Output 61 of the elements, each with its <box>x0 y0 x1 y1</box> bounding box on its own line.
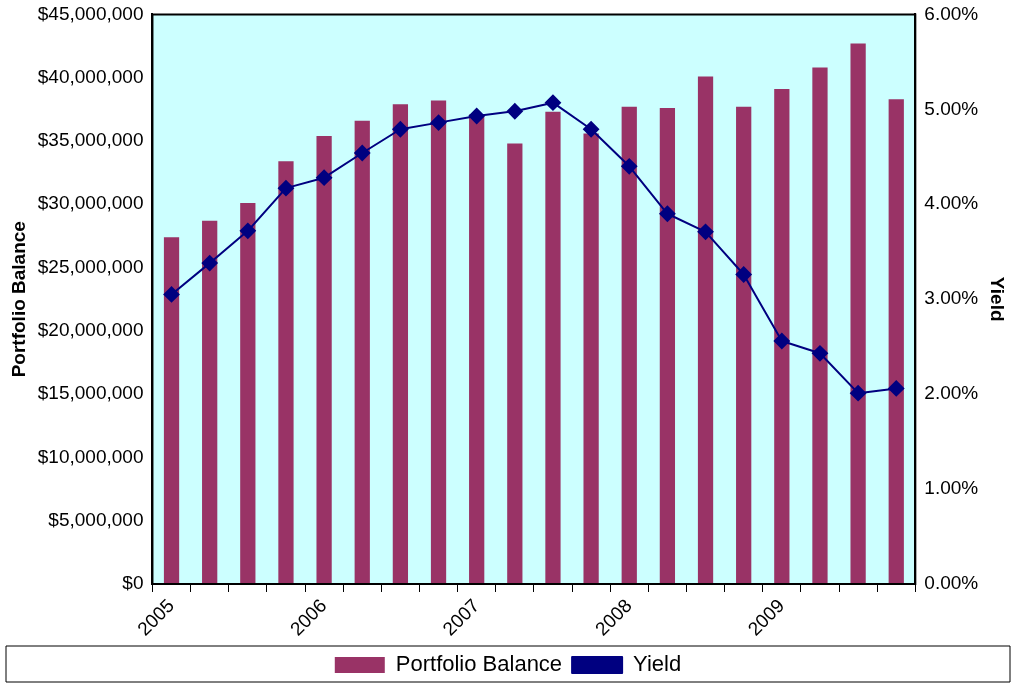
point <box>163 286 180 303</box>
bar <box>583 133 599 584</box>
point <box>850 385 867 402</box>
point <box>811 345 828 362</box>
legend-label: Yield <box>633 651 682 677</box>
y-tick-label: $25,000,000 <box>37 255 144 277</box>
bar <box>850 43 866 584</box>
y2-tick-label: 2.00% <box>924 382 979 404</box>
bar <box>888 99 904 584</box>
bar <box>507 143 523 584</box>
point <box>697 223 714 240</box>
y-tick-label: $40,000,000 <box>37 65 144 87</box>
y-tick-label: $15,000,000 <box>37 382 144 404</box>
y2-tick-label: 1.00% <box>924 477 979 499</box>
y-tick-label: $20,000,000 <box>37 319 144 341</box>
point <box>430 114 447 131</box>
point <box>659 205 676 222</box>
y2-axis-title: Yield <box>987 276 1009 322</box>
point <box>392 121 409 138</box>
bar <box>430 100 447 584</box>
y2-tick-label: 4.00% <box>924 192 979 214</box>
y-tick-label: $30,000,000 <box>37 192 144 214</box>
point <box>583 121 600 138</box>
point <box>277 180 294 197</box>
bar <box>278 161 294 584</box>
y2-tick-label: 5.00% <box>924 97 979 119</box>
legend-label: Portfolio Balance <box>395 651 563 677</box>
y-axis-title: Portfolio Balance <box>7 221 29 378</box>
point <box>544 94 561 111</box>
bar <box>812 67 828 584</box>
y-tick-label: $10,000,000 <box>37 445 144 467</box>
point <box>316 169 333 186</box>
point <box>773 332 790 349</box>
point <box>354 145 371 161</box>
bar <box>202 220 218 584</box>
y-tick-label: $5,000,000 <box>48 508 144 530</box>
point <box>239 222 256 239</box>
bar <box>774 89 790 584</box>
point <box>621 158 638 175</box>
y2-tick-label: 3.00% <box>924 287 979 309</box>
bar <box>316 135 332 584</box>
bar <box>163 237 180 584</box>
bar <box>469 114 485 584</box>
bar <box>354 120 370 584</box>
bar <box>392 104 409 584</box>
point <box>888 380 905 397</box>
y-tick-label: $0 <box>122 572 144 594</box>
bar <box>545 111 561 584</box>
point <box>735 266 752 283</box>
y-tick-label: $45,000,000 <box>37 2 144 24</box>
bar <box>240 203 256 584</box>
bar <box>621 106 637 584</box>
point <box>506 103 523 120</box>
point <box>201 255 218 272</box>
bar <box>659 108 676 584</box>
bar <box>736 106 752 584</box>
point <box>468 107 485 124</box>
y-tick-label: $35,000,000 <box>37 129 144 151</box>
bar <box>697 76 714 584</box>
y2-tick-label: 0.00% <box>924 572 979 594</box>
y2-tick-label: 6.00% <box>924 2 979 24</box>
